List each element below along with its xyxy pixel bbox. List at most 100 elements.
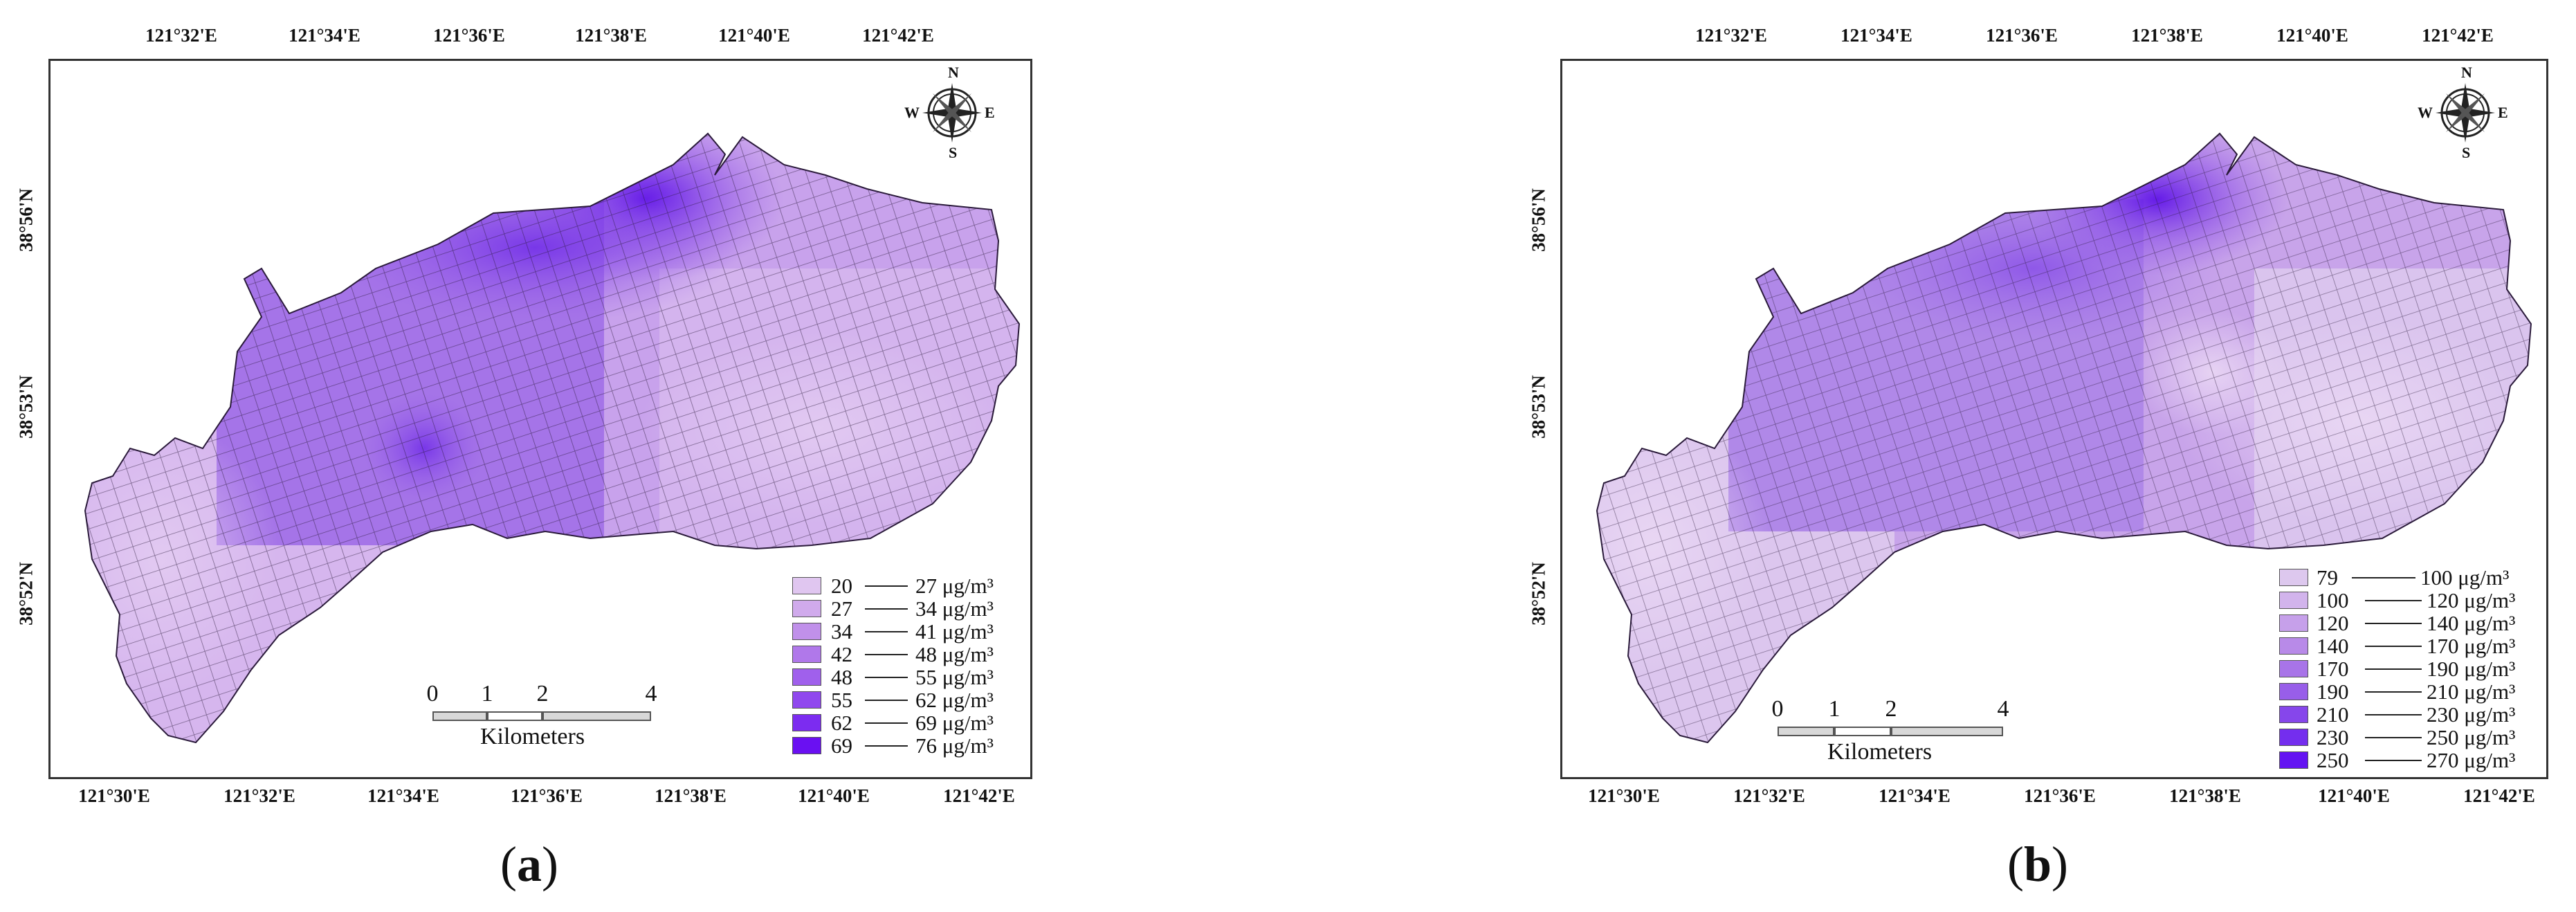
legend-swatch xyxy=(2279,569,2308,586)
compass-e-label: E xyxy=(985,104,995,121)
legend-swatch xyxy=(792,668,821,686)
scale-tick: 4 xyxy=(645,681,657,706)
bottom-lon-tick: 121°30'E xyxy=(1588,785,1660,806)
panel-caption: (a) xyxy=(500,837,558,892)
legend-item: 69 76 μg/m³ xyxy=(792,734,1027,757)
legend-item: 79 100 μg/m³ xyxy=(2279,566,2543,589)
top-lon-tick: 121°40'E xyxy=(718,25,790,46)
legend-item: 210 230 μg/m³ xyxy=(2279,703,2543,726)
top-lon-tick: 121°32'E xyxy=(145,25,217,46)
scale-tick: 4 xyxy=(1997,696,2009,722)
top-lon-tick: 121°34'E xyxy=(1840,25,1912,46)
legend-swatch xyxy=(792,714,821,731)
legend-item: 170 190 μg/m³ xyxy=(2279,657,2543,680)
legend-swatch xyxy=(2279,683,2308,700)
bottom-lon-tick: 121°32'E xyxy=(1733,785,1805,806)
legend-item: 62 69 μg/m³ xyxy=(792,711,1027,734)
compass-rose-icon xyxy=(2436,83,2495,143)
legend: 20 27 μg/m³ 27 34 μg/m³ 34 41 μg/m³ 42 48 μg… xyxy=(792,574,1027,757)
bottom-lon-tick: 121°32'E xyxy=(223,785,295,806)
legend-swatch xyxy=(792,646,821,663)
scale-bar-segment xyxy=(432,711,487,721)
scale-bar-segment xyxy=(487,711,542,721)
panel-caption: (b) xyxy=(2007,837,2069,892)
scale-tick: 2 xyxy=(1885,696,1897,722)
compass-w-label: W xyxy=(2418,104,2433,121)
compass-n-label: N xyxy=(948,64,959,81)
scale-tick: 0 xyxy=(426,681,439,706)
pollution-map xyxy=(1596,132,2532,744)
legend-item: 42 48 μg/m³ xyxy=(792,643,1027,666)
north-arrow-compass: N S W E xyxy=(904,64,995,161)
map-panel-b: 121°32'E 121°34'E 121°36'E 121°38'E 121°… xyxy=(1288,0,2576,912)
legend-swatch xyxy=(792,600,821,617)
pollution-map xyxy=(84,132,1021,744)
scale-bar-segment xyxy=(1834,727,1891,736)
compass-e-label: E xyxy=(2498,104,2508,121)
bottom-lon-tick: 121°34'E xyxy=(367,785,439,806)
bottom-lon-tick: 121°42'E xyxy=(943,785,1015,806)
bottom-lon-tick: 121°36'E xyxy=(511,785,583,806)
bottom-lon-tick: 121°40'E xyxy=(2318,785,2390,806)
map-panel-a: 121°32'E 121°34'E 121°36'E 121°38'E 121°… xyxy=(15,25,1032,892)
legend-swatch xyxy=(2279,706,2308,723)
top-lon-tick: 121°38'E xyxy=(575,25,647,46)
scale-tick: 1 xyxy=(481,681,493,706)
left-lat-tick: 38°52'N xyxy=(1528,562,1549,626)
compass-rose-icon xyxy=(922,83,982,143)
scale-bar-segment xyxy=(1778,727,1834,736)
left-lat-tick: 38°53'N xyxy=(15,375,37,439)
legend-item: 48 55 μg/m³ xyxy=(792,666,1027,688)
bottom-lon-tick: 121°40'E xyxy=(798,785,870,806)
bottom-lon-tick: 121°38'E xyxy=(655,785,727,806)
scale-bar: 0 1 2 4 Kilometers xyxy=(1771,696,2009,772)
legend-swatch xyxy=(792,577,821,594)
legend-item: 250 270 μg/m³ xyxy=(2279,749,2543,772)
legend-swatch xyxy=(792,691,821,709)
top-lon-tick: 121°38'E xyxy=(2131,25,2203,46)
bottom-lon-tick: 121°36'E xyxy=(2024,785,2096,806)
scale-tick: 1 xyxy=(1828,696,1840,722)
compass-s-label: S xyxy=(2462,144,2471,161)
top-lon-tick: 121°42'E xyxy=(862,25,934,46)
legend-item: 20 27 μg/m³ xyxy=(792,574,1027,597)
bottom-lon-tick: 121°42'E xyxy=(2463,785,2535,806)
bottom-lon-tick: 121°34'E xyxy=(1879,785,1951,806)
map-frame: N S W E 0 1 2 4 Kilometers 79 100 μg/m³ 1… xyxy=(1560,59,2548,779)
map-frame: N S W E 0 1 2 4 Kilometers 20 27 μg/m³ 27… xyxy=(48,59,1032,779)
left-lat-tick: 38°56'N xyxy=(1528,188,1549,252)
legend-item: 100 120 μg/m³ xyxy=(2279,589,2543,612)
compass-s-label: S xyxy=(949,144,958,161)
legend-swatch xyxy=(2279,751,2308,769)
top-lon-tick: 121°42'E xyxy=(2422,25,2494,46)
scale-bar-segment xyxy=(542,711,651,721)
legend-swatch xyxy=(792,623,821,640)
left-lat-tick: 38°52'N xyxy=(15,562,37,626)
compass-n-label: N xyxy=(2461,64,2472,81)
left-lat-tick: 38°53'N xyxy=(1528,375,1549,439)
legend-swatch xyxy=(2279,614,2308,632)
north-arrow-compass: N S W E xyxy=(2418,64,2508,161)
legend-swatch xyxy=(2279,660,2308,677)
top-lon-tick: 121°34'E xyxy=(289,25,360,46)
legend-item: 140 170 μg/m³ xyxy=(2279,635,2543,657)
legend-swatch xyxy=(2279,637,2308,655)
scale-tick: 2 xyxy=(536,681,549,706)
top-lon-tick: 121°36'E xyxy=(433,25,505,46)
legend-swatch xyxy=(2279,729,2308,746)
legend-item: 55 62 μg/m³ xyxy=(792,688,1027,711)
legend-item: 34 41 μg/m³ xyxy=(792,620,1027,643)
scale-unit-label: Kilometers xyxy=(1827,739,1933,765)
legend-swatch xyxy=(2279,592,2308,609)
top-lon-tick: 121°40'E xyxy=(2276,25,2348,46)
legend-item: 190 210 μg/m³ xyxy=(2279,680,2543,703)
scale-bar-segment xyxy=(1891,727,2003,736)
legend-item: 230 250 μg/m³ xyxy=(2279,726,2543,749)
legend: 79 100 μg/m³ 100 120 μg/m³ 120 140 μg/m³ 14… xyxy=(2279,566,2543,772)
scale-tick: 0 xyxy=(1771,696,1784,722)
scale-unit-label: Kilometers xyxy=(480,724,585,749)
legend-item: 120 140 μg/m³ xyxy=(2279,612,2543,635)
top-lon-tick: 121°36'E xyxy=(1986,25,2058,46)
legend-swatch xyxy=(792,737,821,754)
bottom-lon-tick: 121°30'E xyxy=(78,785,150,806)
